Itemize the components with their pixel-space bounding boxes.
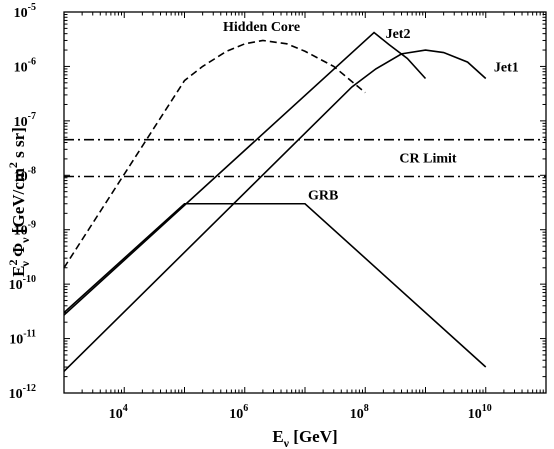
y-tick-label: 10-9 xyxy=(14,220,36,239)
axis-ticks xyxy=(63,11,547,394)
y-tick-label: 10-10 xyxy=(9,274,36,293)
y-axis-label-sub2: ν xyxy=(18,237,32,244)
x-axis-label-main: E xyxy=(272,427,283,446)
x-axis-label-sub: ν xyxy=(283,436,290,449)
y-tick-labels: 10-12 10-11 10-10 10-9 10-8 10-7 10-6 10-5 xyxy=(9,2,36,402)
x-tick-label: 106 xyxy=(229,403,248,422)
y-tick-label: 10-5 xyxy=(14,2,36,21)
y-axis-label-sub: ν xyxy=(18,261,32,268)
series-line-jet2 xyxy=(63,31,427,316)
x-tick-label: 104 xyxy=(109,403,128,422)
y-axis-label: E2ν Φν [GeV/cm2 s sr] xyxy=(6,127,32,277)
y-axis-label-mid: Φ xyxy=(9,243,28,261)
y-axis-label-sup2: 2 xyxy=(6,162,20,168)
series-line-grb xyxy=(63,202,487,368)
y-tick-label: 10-12 xyxy=(9,383,36,402)
y-axis-label-pre: E xyxy=(9,266,28,277)
y-tick-label: 10-11 xyxy=(9,329,36,348)
annotations: Hidden Core Jet2 Jet1 CR Limit GRB xyxy=(223,20,519,204)
y-axis-label-sup: 2 xyxy=(6,260,20,266)
annotation-jet2: Jet2 xyxy=(386,27,411,42)
series-group xyxy=(63,31,546,372)
y-tick-label: 10-6 xyxy=(14,56,36,75)
series-line-hidden-core xyxy=(63,39,366,269)
y-axis-label-rest1: [GeV/cm xyxy=(9,168,28,237)
x-tick-label: 108 xyxy=(350,403,369,422)
y-tick-label: 10-7 xyxy=(14,111,36,130)
x-axis-label-rest: [GeV] xyxy=(289,427,338,446)
x-tick-label: 1010 xyxy=(468,403,492,422)
annotation-hidden-core: Hidden Core xyxy=(223,20,300,35)
annotation-jet1: Jet1 xyxy=(494,61,519,76)
annotation-grb: GRB xyxy=(308,188,338,203)
annotation-cr-limit: CR Limit xyxy=(399,152,457,167)
x-tick-labels: 104 106 108 1010 xyxy=(109,403,492,422)
y-tick-label: 10-8 xyxy=(14,165,36,184)
plot-frame xyxy=(63,11,547,394)
series-line-jet1 xyxy=(63,49,487,372)
y-axis-label-rest2: s sr] xyxy=(9,127,28,162)
x-axis-label: Eν [GeV] xyxy=(272,427,337,449)
